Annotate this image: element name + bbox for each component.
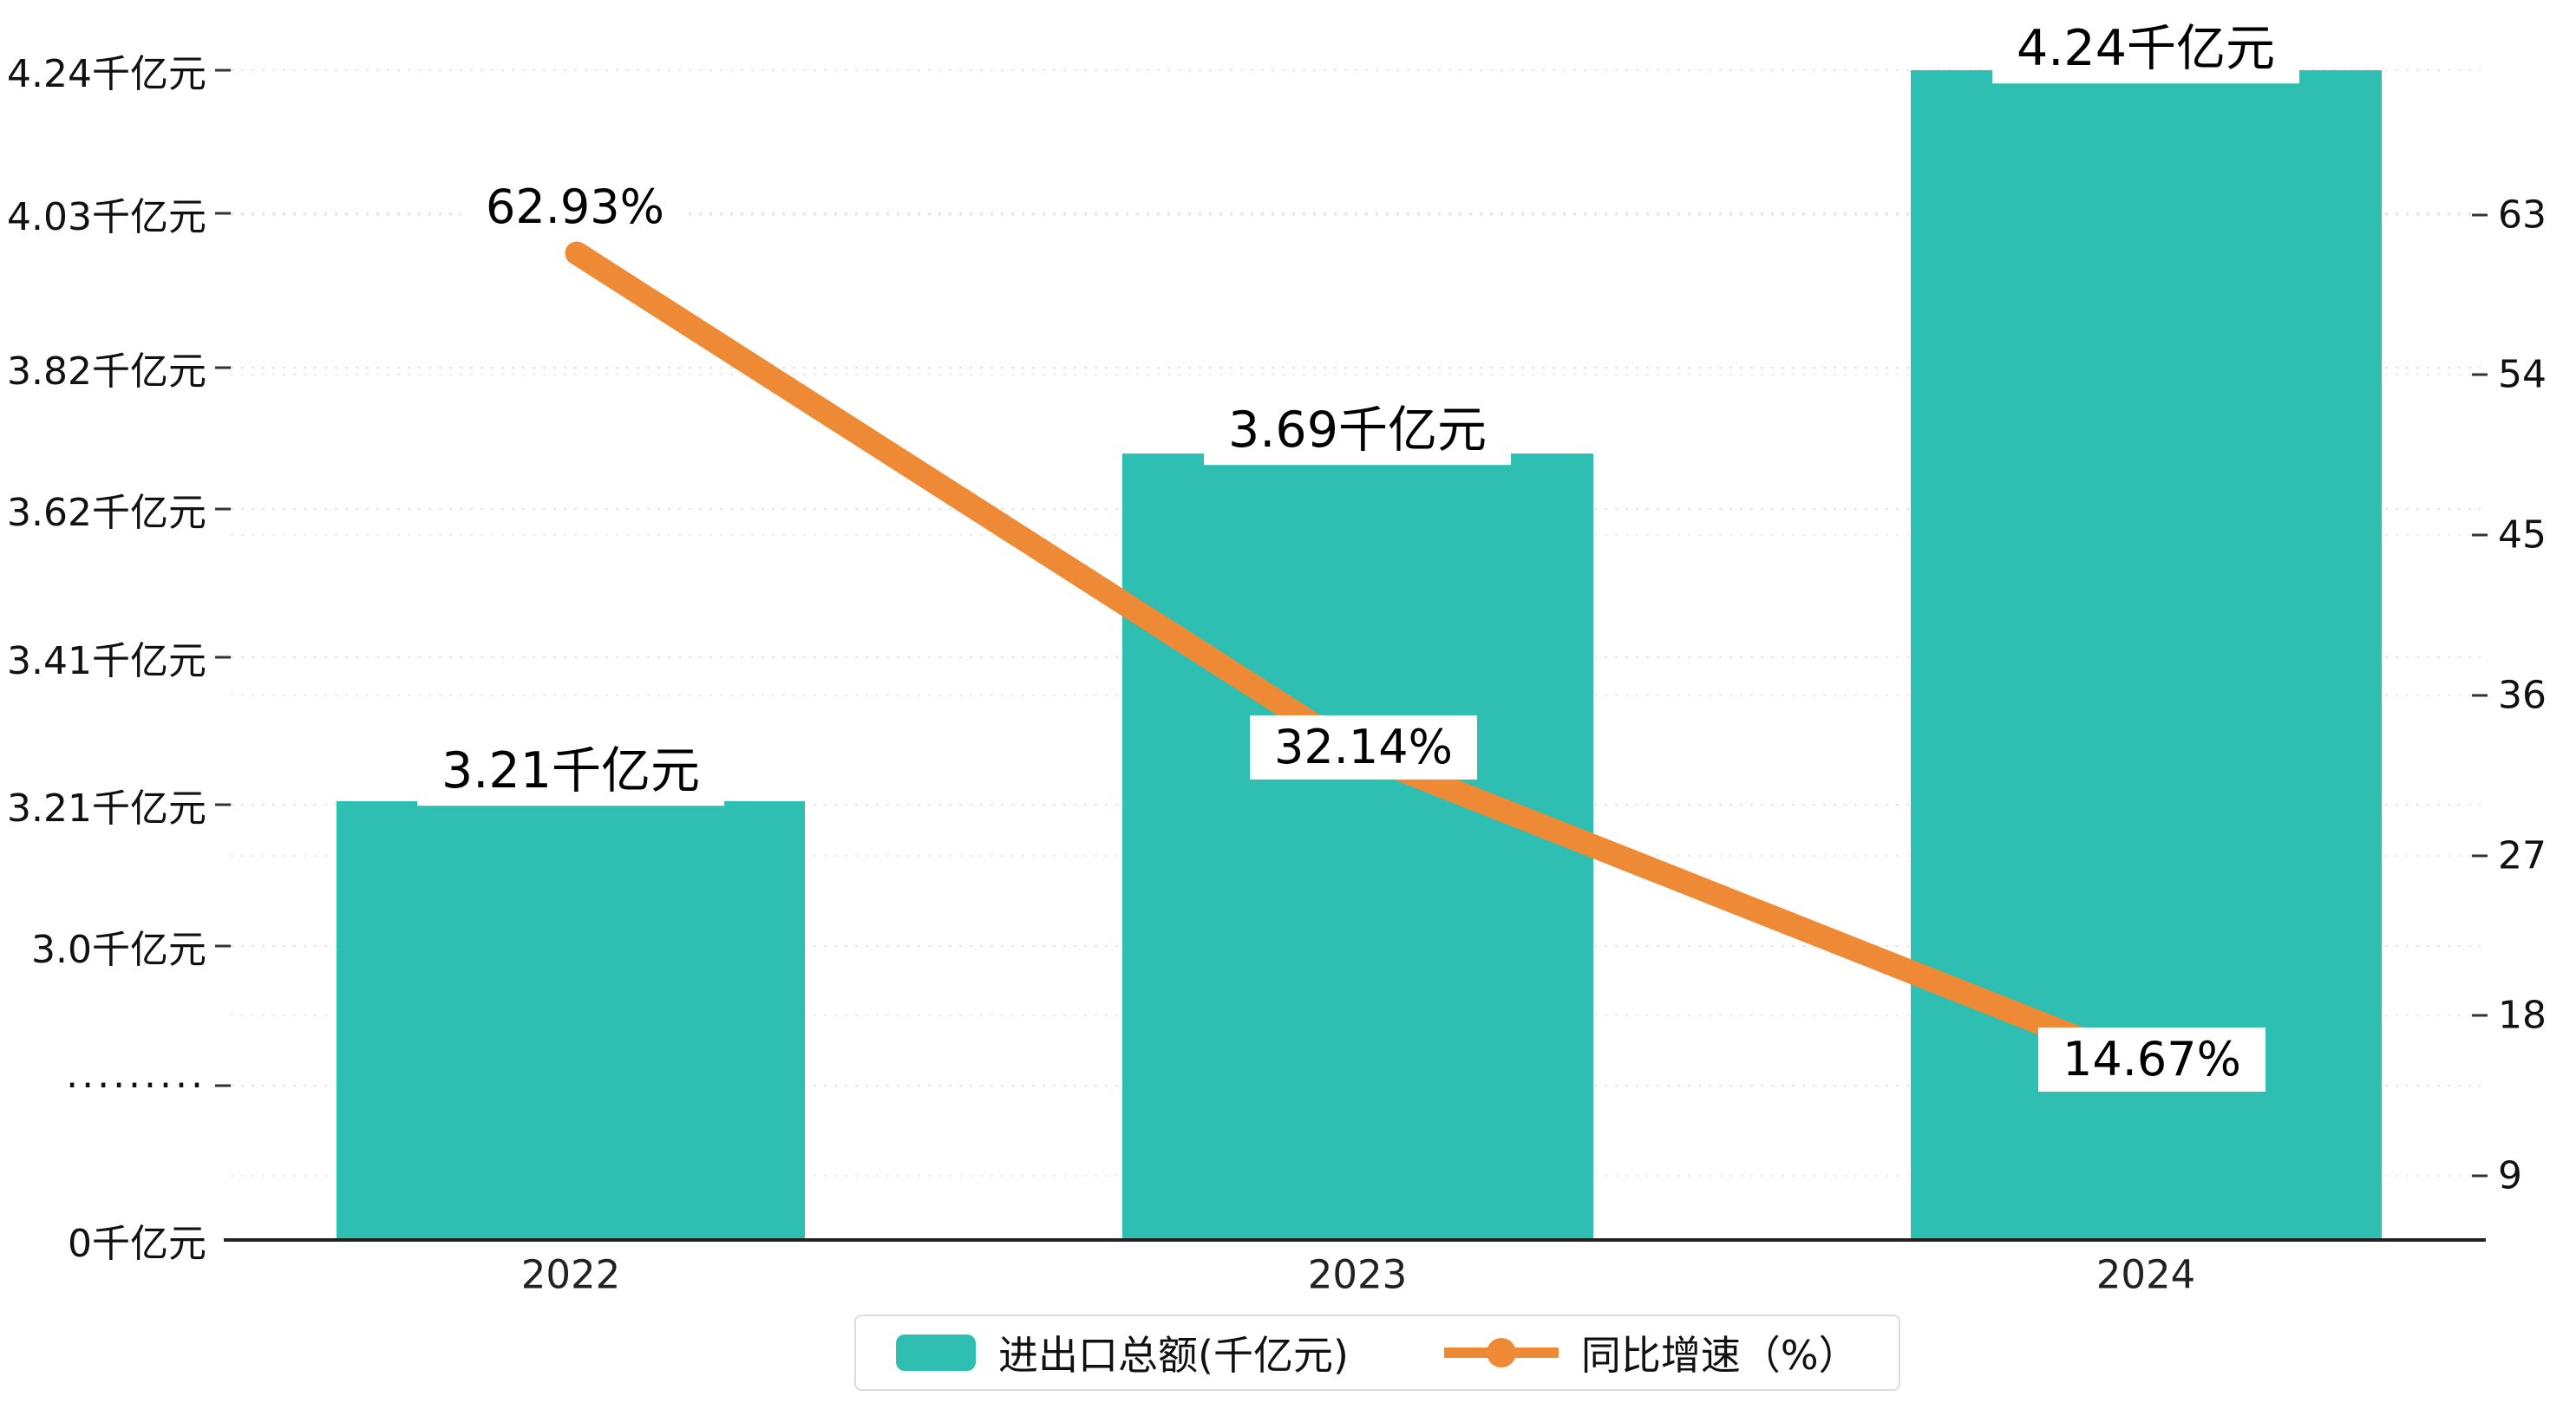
x-axis-label-2022: 2022 — [520, 1251, 621, 1298]
bar-series-swatch-icon — [896, 1334, 976, 1371]
legend-label-growth: 同比增速（%） — [1580, 1332, 1859, 1379]
line-value-label-2023: 32.14% — [1250, 715, 1477, 780]
y-axis-left-tick-label: 3.62千亿元 — [7, 491, 206, 535]
x-axis-label-2024: 2024 — [2095, 1251, 2196, 1298]
y-axis-left-tick-label: 3.0千亿元 — [31, 928, 206, 972]
line-series-marker-icon — [1443, 1338, 1559, 1367]
y-axis-left-tick-label: 4.24千亿元 — [7, 52, 206, 96]
y-axis-right-tick-label: 27 — [2498, 833, 2547, 878]
bar-value-label-2023: 3.69千亿元 — [1204, 397, 1511, 465]
y-axis-break-marker: ········· — [66, 1063, 206, 1108]
y-axis-right-tick-label: 45 — [2498, 512, 2547, 558]
bar-value-label-2024: 4.24千亿元 — [1992, 16, 2299, 83]
line-value-label-2022: 62.93% — [461, 174, 689, 240]
bar-2022 — [337, 801, 805, 1240]
y-axis-left-tick-label: 3.82千亿元 — [7, 349, 206, 394]
y-axis-left-tick-label: 3.21千亿元 — [7, 786, 206, 831]
y-axis-left-tick-label: 3.41千亿元 — [7, 639, 206, 683]
y-axis-right-ticks — [2472, 213, 2488, 1178]
y-axis-right-tick-label: 36 — [2498, 673, 2547, 718]
line-value-label-2024: 14.67% — [2038, 1027, 2265, 1093]
x-axis-label-2023: 2023 — [1307, 1251, 1408, 1298]
y-axis-left-tick-label: 4.03千亿元 — [7, 195, 206, 239]
y-axis-left-ticks — [215, 69, 231, 1087]
bar-value-label-2022: 3.21千亿元 — [417, 738, 724, 806]
y-axis-right-tick-label: 9 — [2498, 1153, 2522, 1198]
legend: 进出口总额(千亿元) 同比增速（%） — [854, 1315, 1900, 1391]
y-axis-right-tick-label: 54 — [2498, 352, 2547, 397]
y-axis-left-tick-label: 0千亿元 — [68, 1222, 206, 1266]
legend-label-total: 进出口总额(千亿元) — [998, 1332, 1349, 1379]
legend-item-growth[interactable]: 同比增速（%） — [1443, 1324, 1859, 1381]
bar-2023 — [1122, 454, 1593, 1240]
y-axis-right-tick-label: 63 — [2498, 192, 2547, 238]
y-axis-right-tick-label: 18 — [2498, 993, 2547, 1038]
legend-item-total[interactable]: 进出口总额(千亿元) — [896, 1324, 1349, 1381]
